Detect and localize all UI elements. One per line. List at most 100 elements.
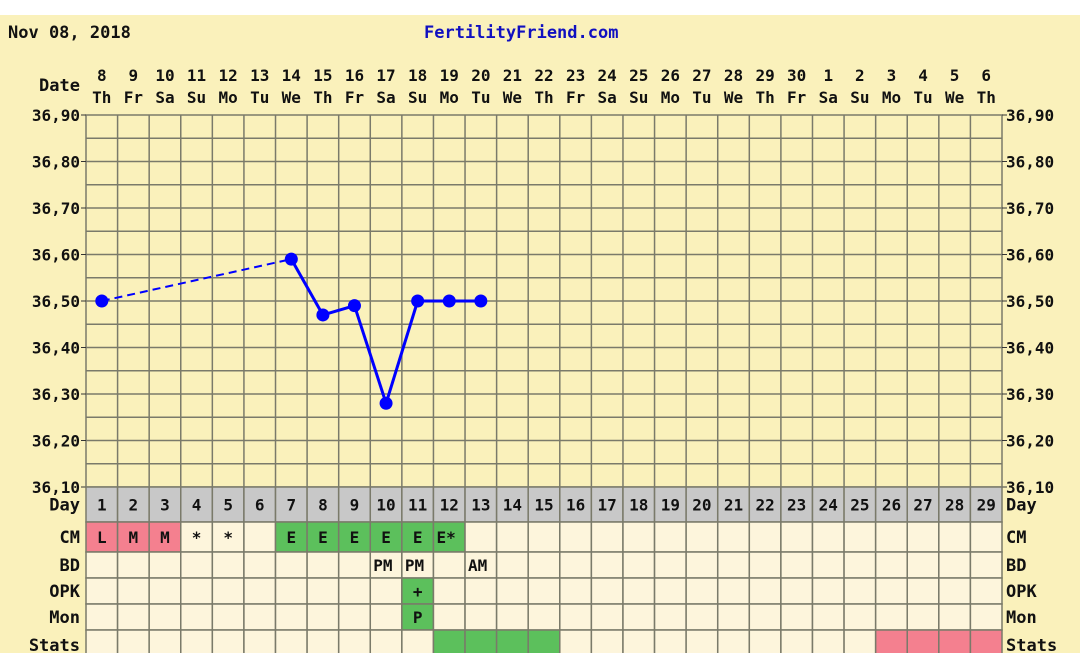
stats-cell [116, 629, 150, 653]
y-tick-label-right: 36,40 [1006, 339, 1054, 358]
date-row-label: Date [39, 76, 80, 96]
day-cell-text: 14 [503, 496, 522, 515]
cm-cell [748, 521, 782, 553]
opk-cell [401, 577, 435, 605]
day-cell [116, 486, 150, 523]
mon-cell [780, 603, 814, 631]
cm-cell [590, 521, 624, 553]
stats-cell [464, 629, 498, 653]
bd-cell [622, 551, 656, 579]
weekday-label: Tu [471, 88, 490, 107]
bd-cell [590, 551, 624, 579]
bd-cell [432, 551, 466, 579]
opk-cell [527, 577, 561, 605]
weekday-label: Su [408, 88, 427, 107]
stats-cell [85, 629, 119, 653]
mon-cell [969, 603, 1003, 631]
date-label: 21 [503, 66, 522, 85]
bd-cell [906, 551, 940, 579]
cm-cell [874, 521, 908, 553]
day-cell [274, 486, 308, 523]
date-label: 16 [345, 66, 364, 85]
cm-cell [243, 521, 277, 553]
weekday-label: We [724, 88, 743, 107]
date-label: 6 [981, 66, 991, 85]
stats-cell [274, 629, 308, 653]
day-cell-text: 3 [160, 496, 170, 515]
mon-cell [590, 603, 624, 631]
opk-cell [843, 577, 877, 605]
bd-cell [243, 551, 277, 579]
day-cell-text: 1 [97, 496, 107, 515]
bd-cell [716, 551, 751, 579]
row-label-cm-right: CM [1006, 528, 1026, 548]
stats-cell [843, 629, 877, 653]
cm-cell-text: M [129, 528, 139, 547]
temp-point-day-13 [474, 294, 488, 308]
bd-cell [780, 551, 814, 579]
stats-cell [148, 629, 182, 653]
stats-cell [653, 629, 687, 653]
weekday-label: Fr [787, 88, 806, 107]
stats-cell [811, 629, 845, 653]
bd-cell [653, 551, 687, 579]
date-label: 29 [755, 66, 774, 85]
mon-cell [622, 603, 656, 631]
cm-cell [685, 521, 719, 553]
temp-point-day-1 [95, 294, 109, 308]
row-label-mon-right: Mon [1006, 608, 1037, 628]
day-cell [780, 486, 814, 523]
temp-point-day-12 [442, 294, 456, 308]
date-label: 9 [129, 66, 139, 85]
mon-cell [116, 603, 150, 631]
cm-cell [495, 521, 529, 553]
y-tick-label-right: 36,70 [1006, 199, 1054, 218]
opk-cell [938, 577, 972, 605]
mon-cell [369, 603, 403, 631]
bd-cell [559, 551, 593, 579]
bd-cell [938, 551, 972, 579]
stats-cell [780, 629, 814, 653]
day-cell-text: 5 [223, 496, 233, 515]
chart-date: Nov 08, 2018 [8, 23, 131, 43]
cm-cell-text: E [381, 528, 391, 547]
opk-cell [622, 577, 656, 605]
weekday-label: Th [534, 88, 553, 107]
mon-cell [559, 603, 593, 631]
stats-cell [969, 629, 1003, 653]
stats-cell [180, 629, 214, 653]
temp-line-segment [384, 300, 420, 404]
day-cell-text: 9 [350, 496, 360, 515]
temp-point-day-8 [316, 308, 330, 322]
row-label-opk-right: OPK [1006, 582, 1037, 602]
site-link[interactable]: FertilityFriend.com [424, 23, 619, 43]
stats-cell [401, 629, 435, 653]
date-label: 27 [692, 66, 711, 85]
bd-cell [748, 551, 782, 579]
weekday-label: Tu [913, 88, 932, 107]
day-cell-text: 25 [850, 496, 869, 515]
stats-cell [211, 629, 245, 653]
stats-cell [243, 629, 277, 653]
weekday-label: Th [313, 88, 332, 107]
opk-cell [180, 577, 214, 605]
stats-cell [685, 629, 719, 653]
temp-point-day-7 [284, 252, 298, 266]
weekday-label: Sa [819, 88, 838, 107]
opk-cell [274, 577, 308, 605]
mon-cell [243, 603, 277, 631]
date-label: 11 [187, 66, 206, 85]
y-tick-label-right: 36,30 [1006, 385, 1054, 404]
cm-cell-text: E* [436, 528, 455, 547]
row-label-stats-right: Stats [1006, 636, 1057, 653]
cm-cell [369, 521, 403, 553]
cm-cell [906, 521, 940, 553]
opk-cell [685, 577, 719, 605]
stats-cell [559, 629, 593, 653]
date-label: 20 [471, 66, 490, 85]
row-label-opk: OPK [49, 582, 80, 602]
mon-cell-text: P [413, 608, 423, 627]
bd-cell [369, 551, 403, 579]
weekday-label: Tu [692, 88, 711, 107]
